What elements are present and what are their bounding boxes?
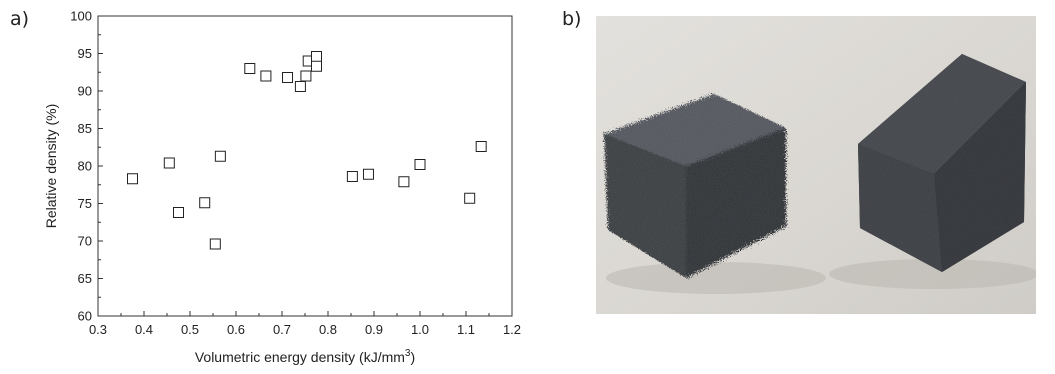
y-tick-label: 90 <box>78 84 92 99</box>
data-point-3 <box>199 197 211 209</box>
x-axis-label-end: ) <box>410 349 415 365</box>
data-point-19 <box>475 141 487 152</box>
data-point-4 <box>209 238 221 250</box>
y-axis-label: Relative density (%) <box>43 104 59 229</box>
x-axis-label-sup: 3 <box>405 348 411 359</box>
data-point-6 <box>244 63 256 74</box>
x-tick-label: 0.5 <box>181 322 199 337</box>
point-layer <box>127 51 487 250</box>
y-tick-label: 65 <box>78 271 92 286</box>
data-point-0 <box>127 173 138 185</box>
panel-label-a: a) <box>10 8 30 30</box>
y-tick-label: 75 <box>78 196 92 211</box>
x-tick-label: 0.3 <box>89 322 107 337</box>
plot-frame <box>97 15 513 317</box>
x-tick-label: 0.7 <box>273 322 291 337</box>
data-point-18 <box>464 192 476 204</box>
x-tick-label: 1.1 <box>457 322 475 337</box>
data-point-10 <box>300 70 312 82</box>
data-point-12 <box>311 51 322 62</box>
data-point-14 <box>346 171 358 182</box>
data-point-5 <box>214 150 226 162</box>
x-tick-label: 0.9 <box>365 322 383 337</box>
panel-label-b: b) <box>562 8 582 30</box>
data-point-15 <box>362 168 374 180</box>
data-point-7 <box>260 70 272 82</box>
data-point-8 <box>282 72 294 83</box>
y-tick-label: 95 <box>78 46 92 61</box>
x-tick-label: 0.6 <box>227 322 245 337</box>
data-point-17 <box>414 159 426 170</box>
scatter-chart: 0.3 0.4 0.5 0.6 0.7 0.8 0.9 1.0 1.1 1.2 60 65 70 75 80… <box>43 9 521 366</box>
sample-photo <box>596 16 1036 314</box>
y-tick-label: 70 <box>78 234 92 249</box>
data-point-13 <box>311 60 322 72</box>
x-tick-label: 1.0 <box>411 322 429 337</box>
tick-layer: 0.3 0.4 0.5 0.6 0.7 0.8 0.9 1.0 1.1 1.2 60 65 70 75 80… <box>70 9 521 338</box>
x-axis-label: Volumetric energy density (kJ/mm3) <box>195 348 415 365</box>
x-axis-label-main: Volumetric energy density (kJ/mm <box>195 349 405 365</box>
data-point-1 <box>163 157 175 169</box>
data-point-16 <box>398 176 410 188</box>
data-point-9 <box>294 81 306 92</box>
data-point-2 <box>173 207 184 218</box>
y-tick-label: 60 <box>78 309 92 324</box>
y-tick-label: 85 <box>78 121 92 136</box>
y-tick-label: 100 <box>70 9 92 24</box>
x-tick-label: 1.2 <box>503 322 521 337</box>
x-tick-label: 0.8 <box>319 322 337 337</box>
y-tick-label: 80 <box>78 159 92 174</box>
x-tick-label: 0.4 <box>135 322 153 337</box>
